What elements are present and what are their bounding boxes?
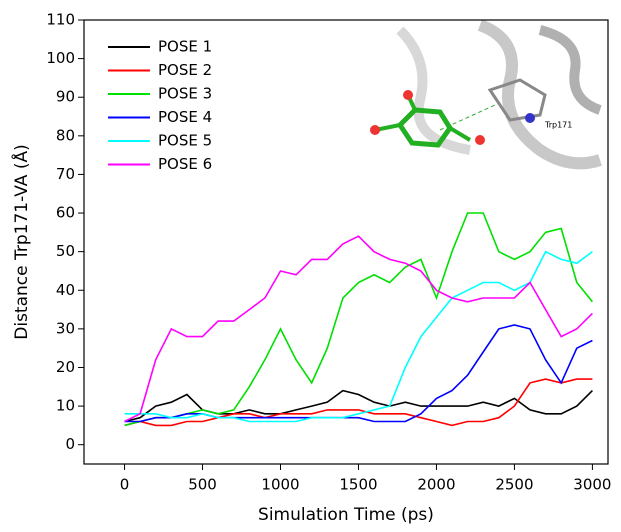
y-tick-label: 100 <box>46 49 75 67</box>
y-tick-label: 30 <box>56 319 75 337</box>
x-tick-label: 3000 <box>573 476 611 494</box>
oxygen <box>370 125 380 135</box>
x-tick-label: 2000 <box>417 476 455 494</box>
legend-label: POSE 1 <box>158 38 212 56</box>
x-tick-label: 2500 <box>495 476 533 494</box>
legend-label: POSE 5 <box>158 132 212 150</box>
inset-label: Trp171 <box>544 121 572 130</box>
y-tick-label: 90 <box>56 88 75 106</box>
y-tick-label: 70 <box>56 165 75 183</box>
x-tick-label: 0 <box>120 476 130 494</box>
y-tick-label: 80 <box>56 126 75 144</box>
y-tick-label: 10 <box>56 397 75 415</box>
oxygen <box>475 135 485 145</box>
y-tick-label: 20 <box>56 358 75 376</box>
y-tick-label: 60 <box>56 204 75 222</box>
nitrogen <box>525 113 535 123</box>
y-tick-label: 110 <box>46 11 75 29</box>
legend-label: POSE 2 <box>158 61 212 79</box>
x-tick-label: 500 <box>188 476 217 494</box>
series-line <box>125 325 593 422</box>
chart: Trp171 Simulation Time (ps) Distance Trp… <box>0 0 621 528</box>
y-tick-label: 0 <box>65 435 75 453</box>
oxygen <box>403 90 413 100</box>
y-tick-label: 50 <box>56 242 75 260</box>
y-axis-title: Distance Trp171-VA (Å) <box>10 144 32 339</box>
x-axis-title: Simulation Time (ps) <box>258 505 434 525</box>
x-tick-label: 1000 <box>261 476 299 494</box>
legend-label: POSE 4 <box>158 108 212 126</box>
x-tick-label: 1500 <box>339 476 377 494</box>
y-tick-label: 40 <box>56 281 75 299</box>
inset-structure: Trp171 <box>352 22 606 182</box>
legend-label: POSE 3 <box>158 85 212 103</box>
legend-label: POSE 6 <box>158 155 212 173</box>
